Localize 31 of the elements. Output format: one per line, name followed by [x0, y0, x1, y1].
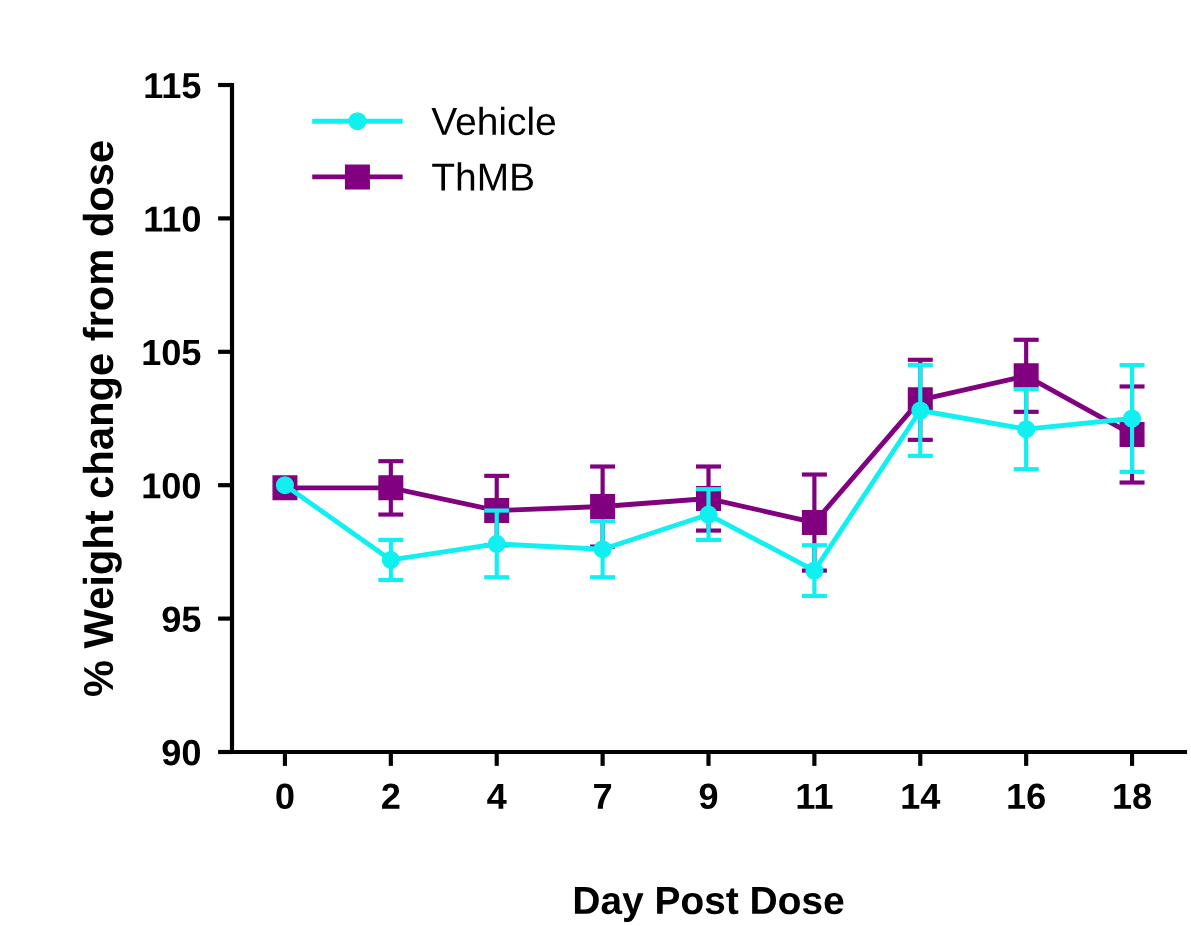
point — [1013, 363, 1039, 389]
point — [593, 540, 612, 559]
x-tick-label: 18 — [1114, 783, 1152, 810]
point — [801, 510, 827, 536]
x-tick-label: 11 — [797, 783, 833, 809]
x-tick-label: 7 — [594, 783, 612, 809]
x-tick-label: 0 — [276, 783, 294, 810]
x-tick-label: 16 — [1008, 783, 1045, 810]
y-tick-label: 95 — [162, 606, 201, 633]
legend-label: ThMB — [432, 162, 533, 191]
y-tick-label: 90 — [162, 739, 200, 766]
y-axis-title: % Weight change from dose — [82, 141, 122, 697]
y-tick-label: 105 — [143, 339, 201, 366]
point — [381, 550, 400, 569]
y-tick-label: 115 — [145, 73, 201, 99]
point — [805, 561, 824, 580]
point — [699, 505, 718, 524]
legend-label: Vehicle — [431, 106, 555, 136]
x-tick-label: 9 — [699, 783, 718, 810]
y-tick-label: 110 — [145, 206, 200, 232]
x-axis-title: Day Post Dose — [574, 887, 844, 922]
point — [1017, 420, 1036, 439]
x-tick-label: 2 — [382, 783, 400, 809]
point — [487, 534, 506, 553]
x-tick-label: 4 — [487, 783, 507, 809]
point — [1123, 409, 1142, 428]
point — [911, 401, 930, 420]
point — [378, 475, 404, 501]
y-tick-label: 100 — [143, 473, 200, 499]
x-tick-label: 14 — [902, 783, 941, 809]
point — [590, 494, 616, 520]
